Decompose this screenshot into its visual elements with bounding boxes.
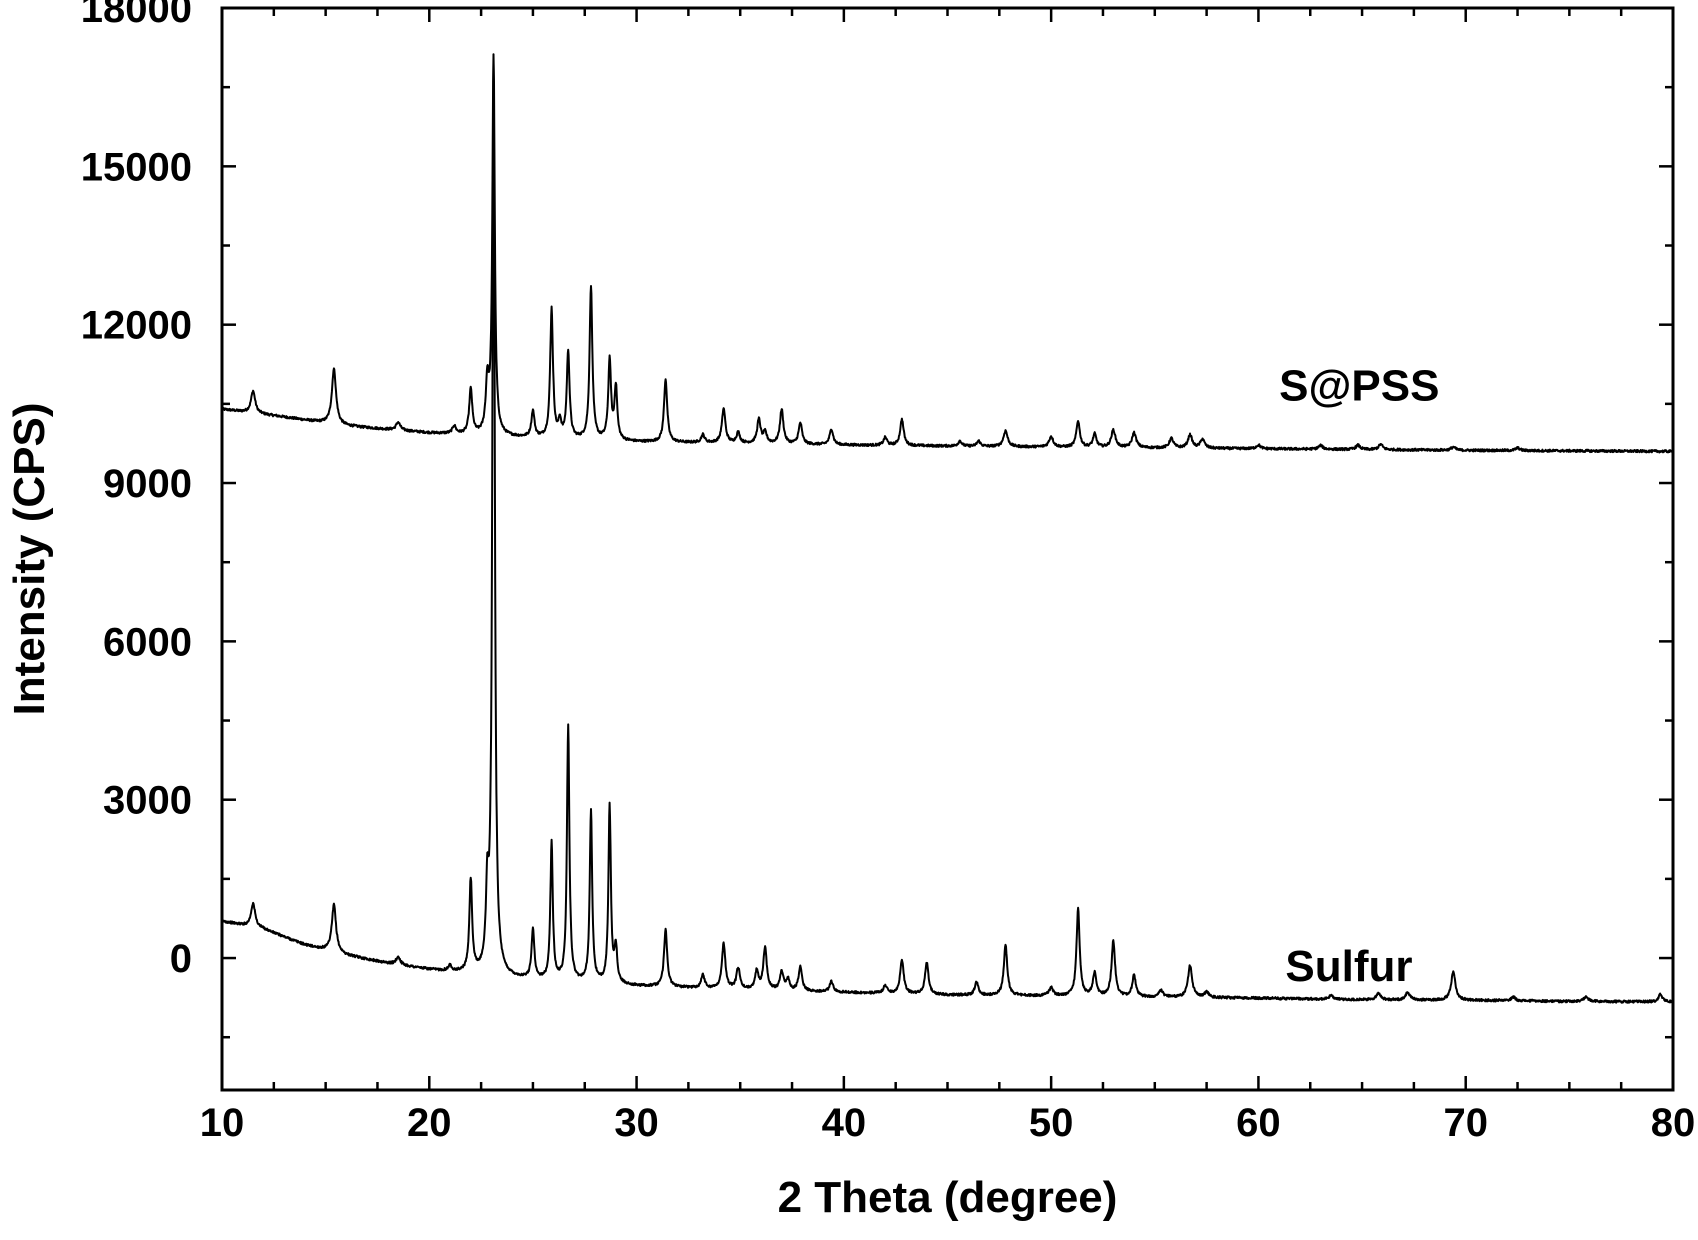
- y-tick-label: 12000: [81, 304, 192, 348]
- x-tick-label: 60: [1236, 1101, 1281, 1145]
- x-tick-label: 10: [200, 1101, 245, 1145]
- series-line-sulfur: [221, 62, 1674, 1004]
- x-tick-label: 40: [822, 1101, 867, 1145]
- series-layer: S@PSS Sulfur: [221, 53, 1674, 1004]
- y-tick-label: 18000: [81, 0, 192, 31]
- tick-labels-layer: 10 20 30 40 50 60 70 80 0 3000 6000 9000 12000 15000 1…: [81, 0, 1695, 1145]
- plot-frame: [220, 6, 1675, 1092]
- y-tick-label: 6000: [103, 620, 192, 664]
- y-tick-label: 15000: [81, 145, 192, 189]
- series-line-s-pss: [221, 53, 1674, 454]
- x-tick-label: 20: [407, 1101, 452, 1145]
- x-tick-label: 50: [1029, 1101, 1074, 1145]
- x-tick-label: 80: [1651, 1101, 1696, 1145]
- ticks-layer: [220, 6, 1675, 1090]
- series-label-sulfur: Sulfur: [1285, 942, 1412, 991]
- x-tick-label: 30: [614, 1101, 659, 1145]
- x-tick-label: 70: [1443, 1101, 1488, 1145]
- series-label-s-pss: S@PSS: [1279, 361, 1439, 410]
- y-tick-label: 3000: [103, 779, 192, 823]
- x-axis-title: 2 Theta (degree): [778, 1173, 1118, 1222]
- y-tick-label: 0: [170, 937, 192, 981]
- y-tick-label: 9000: [103, 462, 192, 506]
- y-axis-title: Intensity (CPS): [5, 403, 54, 716]
